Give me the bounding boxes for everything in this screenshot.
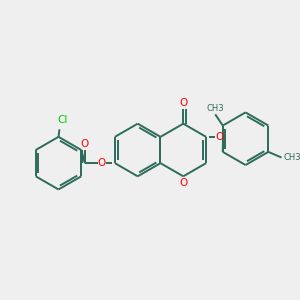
- Text: O: O: [81, 139, 89, 149]
- Text: O: O: [179, 98, 188, 108]
- Text: O: O: [179, 178, 188, 188]
- Text: CH3: CH3: [284, 153, 300, 162]
- Text: O: O: [215, 132, 224, 142]
- Text: O: O: [98, 158, 106, 168]
- Text: Cl: Cl: [57, 115, 68, 124]
- Text: CH3: CH3: [206, 104, 224, 113]
